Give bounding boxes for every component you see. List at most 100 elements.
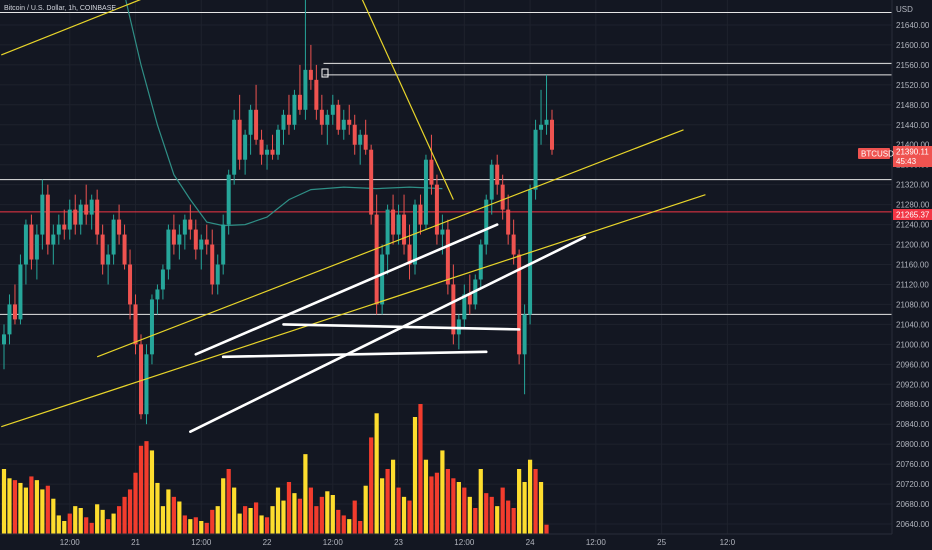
white-drawings[interactable] [189, 223, 587, 433]
volume-bar [221, 478, 226, 534]
volume-bars [1, 404, 549, 534]
price-tick-label: 21400.00 [896, 141, 930, 150]
candle [193, 219, 198, 260]
volume-bar [538, 482, 544, 534]
candle [385, 204, 390, 275]
volume-bar [248, 508, 253, 534]
volume-bar [451, 478, 456, 534]
candle [489, 159, 494, 215]
volume-bar [23, 487, 29, 534]
candle [336, 99, 341, 135]
time-tick-label: 12:00 [60, 538, 81, 547]
candle [12, 284, 17, 325]
symbol-tag[interactable]: BTCUSD [858, 148, 894, 159]
candle [319, 94, 324, 135]
price-tick-label: 21440.00 [896, 121, 930, 130]
volume-bar [462, 487, 467, 534]
volume-bar [111, 513, 116, 534]
candle [34, 224, 39, 280]
candle [259, 129, 264, 165]
volume-bar [533, 469, 538, 534]
candle [188, 204, 193, 240]
candle [413, 199, 417, 275]
candle [418, 194, 423, 235]
candle [308, 44, 313, 90]
candle [517, 249, 522, 365]
candle [73, 194, 78, 235]
volume-bar [423, 459, 429, 534]
volume-bar [160, 506, 166, 534]
volume-bar [456, 482, 461, 534]
candle [495, 154, 500, 195]
price-tick-label: 21120.00 [896, 280, 929, 289]
volume-bar [407, 500, 412, 534]
volume-bar [336, 509, 341, 534]
candle [407, 224, 412, 280]
candle [391, 194, 396, 245]
candle [522, 304, 527, 395]
horizontal-levels[interactable] [0, 11, 892, 315]
volume-bar [358, 521, 363, 534]
volume-bar [138, 445, 144, 534]
volume-bar [78, 508, 83, 534]
yellow-trendline[interactable] [1, 0, 152, 56]
candle [215, 254, 220, 295]
volume-bar [380, 478, 385, 534]
volume-bar [473, 508, 478, 534]
price-tick-label: 20760.00 [896, 460, 930, 469]
white-drawn-line[interactable] [221, 350, 488, 359]
trendlines[interactable] [1, 0, 706, 428]
candle [226, 169, 231, 235]
candle [506, 194, 511, 245]
volume-bar [396, 487, 401, 534]
volume-bar [412, 417, 418, 534]
yellow-trendline[interactable] [96, 129, 684, 358]
price-tick-label: 20880.00 [896, 400, 930, 409]
price-tick-label: 21040.00 [896, 320, 930, 329]
candle [204, 224, 209, 255]
time-axis[interactable]: 12:00 21 12:00 22 12:00 23 12:00 24 12:00 25 12:0 [60, 538, 736, 547]
price-tick-label: 21640.00 [896, 21, 930, 30]
candle [539, 89, 544, 145]
candle [270, 134, 275, 160]
volume-bar [84, 517, 89, 534]
yellow-trendline[interactable] [1, 194, 706, 428]
volume-bar [440, 450, 445, 534]
volume-bar [40, 489, 45, 534]
volume-bar [374, 413, 379, 534]
white-drawn-line[interactable] [189, 235, 587, 433]
candle [100, 224, 105, 275]
candle [51, 224, 56, 265]
moving-average-line [125, 0, 443, 227]
yellow-trendline[interactable] [360, 0, 454, 200]
volume-bar [500, 487, 505, 534]
candle [276, 124, 280, 160]
current-price-label: 21390.11 45:43 [893, 146, 932, 167]
volume-bar [177, 501, 182, 534]
volume-bar [171, 496, 176, 534]
white-drawn-line[interactable] [282, 323, 521, 331]
volume-bar [264, 517, 270, 534]
candle [95, 189, 100, 245]
price-tick-label: 21280.00 [896, 201, 930, 210]
volume-bar [182, 515, 187, 534]
volume-bar [489, 496, 494, 534]
candle [341, 109, 346, 140]
price-axis[interactable]: 21640.00 21600.00 21560.00 21520.00 21480.00… [896, 21, 930, 529]
time-tick-label: 22 [263, 538, 272, 547]
white-drawn-line[interactable] [194, 223, 499, 356]
volume-bar [341, 515, 346, 534]
price-tick-label: 21560.00 [896, 61, 930, 70]
candle [429, 134, 434, 195]
drawing-handle-icon[interactable] [321, 68, 329, 78]
price-tick-label: 21600.00 [896, 41, 930, 50]
price-tick-label: 21520.00 [896, 81, 930, 90]
volume-bar [29, 476, 34, 534]
candle [374, 194, 379, 315]
candle [171, 214, 176, 255]
volume-bar [62, 521, 67, 534]
volume-bar [467, 496, 472, 534]
candle [199, 234, 204, 270]
time-axis-background [0, 534, 932, 550]
